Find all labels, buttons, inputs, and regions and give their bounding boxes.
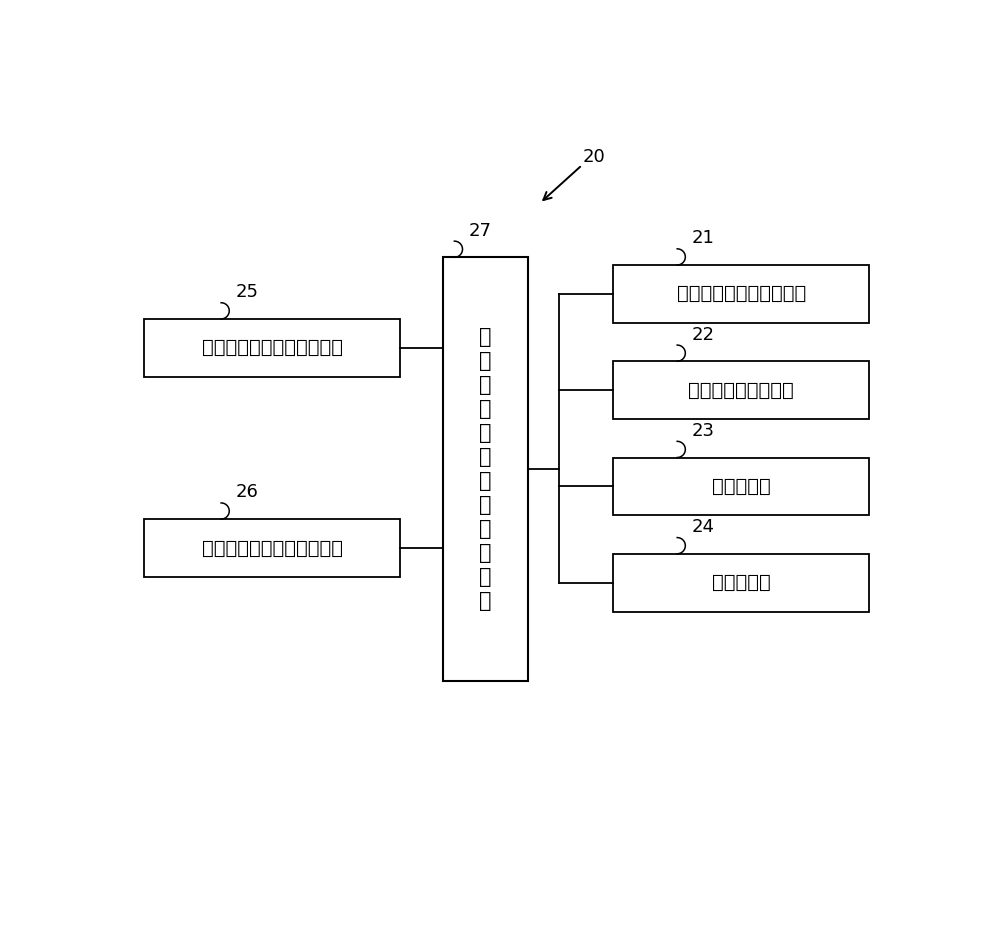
Text: 含量评估部: 含量评估部 — [712, 477, 770, 496]
Bar — [613, 458, 869, 515]
Text: 单个肿瘤细胞含量计算部: 单个肿瘤细胞含量计算部 — [676, 284, 806, 303]
Bar — [144, 319, 400, 376]
Text: 25: 25 — [235, 283, 258, 302]
Text: 信息存储部: 信息存储部 — [712, 574, 770, 592]
Text: 22: 22 — [692, 326, 715, 343]
Bar — [443, 257, 528, 681]
Text: 20: 20 — [582, 148, 605, 166]
Bar — [613, 554, 869, 611]
Bar — [613, 265, 869, 323]
Text: 26: 26 — [235, 484, 258, 501]
Bar — [144, 519, 400, 577]
Text: 21: 21 — [692, 229, 714, 247]
Text: 肿瘤细胞含量评估侧通信部: 肿瘤细胞含量评估侧通信部 — [202, 339, 343, 357]
Text: 肿
瘤
细
胞
含
量
评
估
侧
控
制
部: 肿 瘤 细 胞 含 量 评 估 侧 控 制 部 — [479, 327, 492, 611]
Bar — [613, 362, 869, 419]
Text: 27: 27 — [469, 222, 492, 240]
Text: 肿瘤细胞含量计算部: 肿瘤细胞含量计算部 — [688, 380, 794, 400]
Text: 23: 23 — [692, 422, 715, 439]
Text: 24: 24 — [692, 518, 715, 536]
Text: 肿瘤细胞含量评估侧暂存部: 肿瘤细胞含量评估侧暂存部 — [202, 538, 343, 558]
